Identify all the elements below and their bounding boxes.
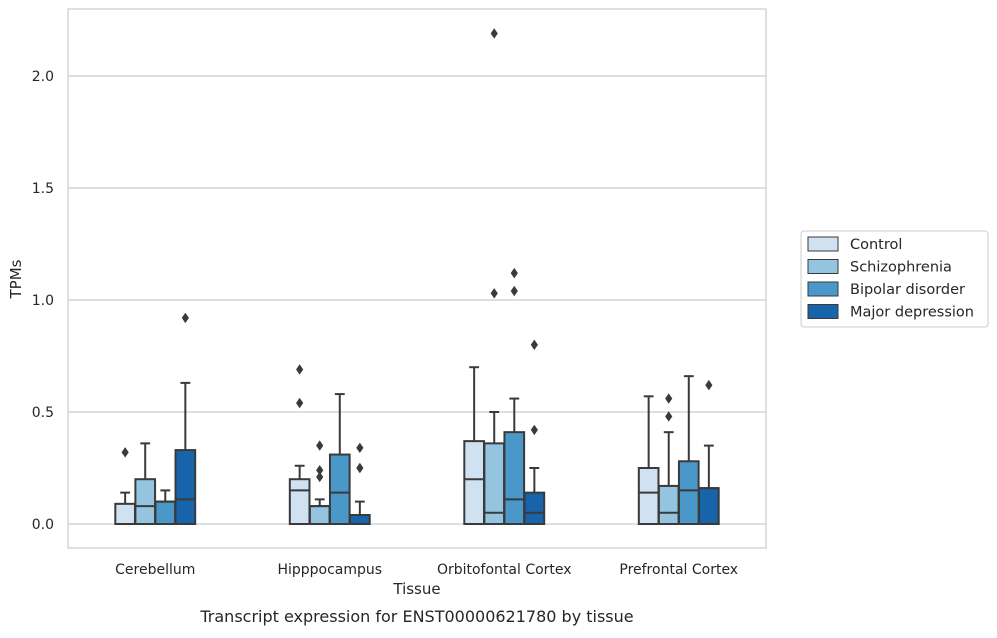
outlier-point <box>510 267 518 279</box>
chart-title: Transcript expression for ENST0000062178… <box>199 607 633 626</box>
box-3-0 <box>174 312 197 525</box>
legend-label: Control <box>850 237 902 253</box>
box-body <box>134 478 157 526</box>
box-groups <box>114 28 720 526</box>
outlier-point <box>665 393 673 404</box>
outlier-point <box>356 462 364 474</box>
legend-label: Major depression <box>850 305 974 321</box>
y-tick-label: 0.5 <box>32 405 54 421</box>
x-axis-label: Tissue <box>392 580 440 598</box>
box-body <box>154 500 177 526</box>
box-body <box>114 502 136 525</box>
box-0-2 <box>463 366 485 525</box>
box-2-2 <box>503 267 526 525</box>
outlier-point <box>296 364 304 375</box>
y-tick-label: 1.5 <box>32 181 54 197</box>
legend-swatch <box>807 259 839 274</box>
outlier-point <box>121 447 129 458</box>
y-axis-label: TPMs <box>7 259 25 299</box>
outlier-point <box>490 288 498 299</box>
outlier-point <box>356 442 364 454</box>
legend-label: Bipolar disorder <box>850 282 965 298</box>
outlier-point <box>316 471 324 483</box>
box-2-3 <box>677 375 700 525</box>
legend-label: Schizophrenia <box>850 260 952 276</box>
outlier-point <box>316 440 324 451</box>
box-2-1 <box>328 393 351 525</box>
legend-swatch <box>807 304 839 319</box>
outlier-point <box>296 397 304 409</box>
box-1-3 <box>657 393 680 526</box>
outlier-point <box>490 28 498 39</box>
box-body <box>677 460 700 525</box>
box-body <box>503 431 526 525</box>
box-body <box>288 478 311 526</box>
box-3-1 <box>349 442 371 525</box>
box-body <box>308 505 331 525</box>
box-body <box>463 440 485 525</box>
box-0-0 <box>114 447 136 525</box>
box-0-1 <box>288 364 311 526</box>
outlier-point <box>530 424 538 436</box>
box-1-0 <box>134 442 157 526</box>
outlier-point <box>530 339 538 350</box>
box-0-3 <box>637 395 660 525</box>
box-body <box>328 453 351 525</box>
legend-frame <box>800 230 989 328</box>
outlier-point <box>316 465 324 476</box>
x-tick-labels: Cerebellum Hipppocampus Orbitofontal Corte… <box>115 562 738 578</box>
box-body <box>698 487 720 526</box>
box-body <box>657 484 680 526</box>
box-body <box>174 449 197 525</box>
y-tick-label: 1.0 <box>32 293 54 309</box>
box-body <box>637 467 660 525</box>
box-body <box>523 491 546 526</box>
x-tick-label: Hipppocampus <box>277 562 382 578</box>
y-tick-label: 0.0 <box>32 517 54 533</box>
legend-swatch <box>807 236 839 252</box>
legend-swatch <box>807 281 839 297</box>
box-3-2 <box>523 339 546 526</box>
outlier-point <box>665 411 673 422</box>
legend: Control Schizophrenia Bipolar disorder Majo… <box>800 230 989 328</box>
x-tick-label: Cerebellum <box>115 562 195 578</box>
box-1-1 <box>308 440 331 525</box>
outlier-point <box>181 312 189 324</box>
box-body <box>349 514 371 525</box>
grid-lines <box>68 75 766 525</box>
plot-frame <box>67 8 767 549</box>
box-2-0 <box>154 489 177 526</box>
outlier-point <box>705 379 713 391</box>
box-3-3 <box>698 379 720 526</box>
box-1-2 <box>483 28 506 525</box>
x-tick-label: Prefrontal Cortex <box>619 562 738 578</box>
y-tick-labels: 0.0 0.5 1.0 1.5 2.0 <box>32 69 54 533</box>
x-tick-label: Orbitofontal Cortex <box>437 562 572 578</box>
y-tick-label: 2.0 <box>32 69 54 85</box>
outlier-point <box>510 285 518 297</box>
